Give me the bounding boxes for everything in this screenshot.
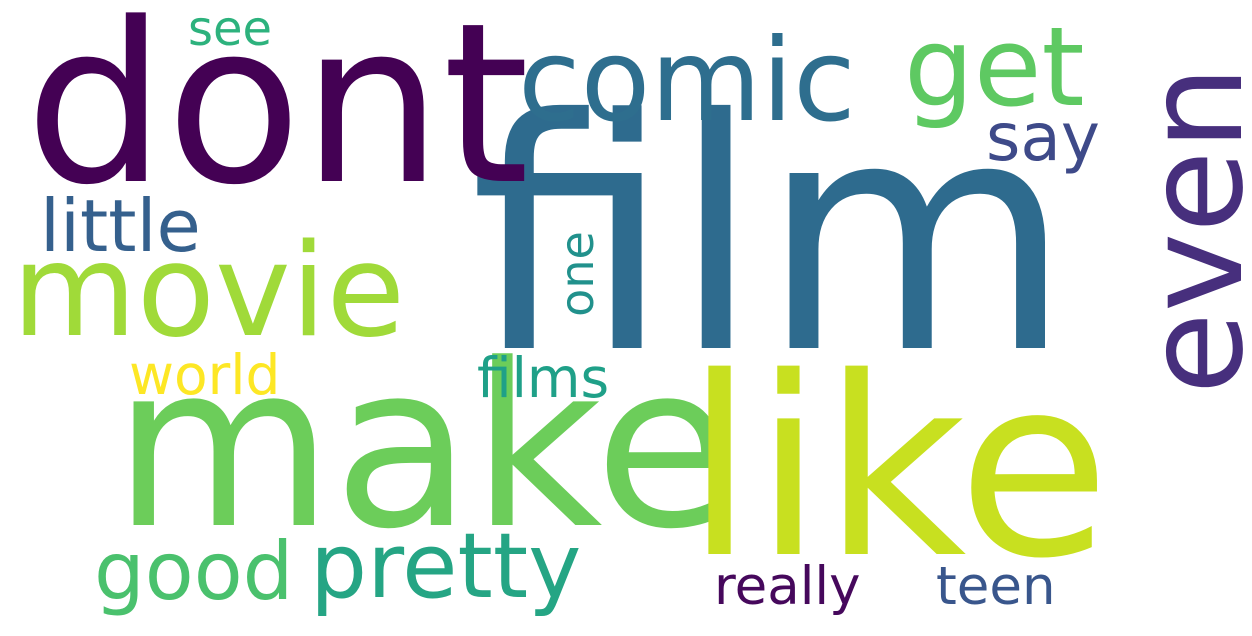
word-world: world — [129, 343, 281, 407]
word-make: make — [113, 316, 734, 579]
word-say: say — [986, 99, 1100, 176]
word-see: see — [188, 1, 273, 57]
word-get: get — [904, 3, 1085, 131]
word-like: like — [685, 325, 1111, 613]
word-comic: comic — [518, 14, 856, 147]
word-pretty: pretty — [310, 514, 582, 619]
word-little: little — [40, 184, 201, 268]
word-movie: movie — [12, 217, 406, 366]
word-good: good — [94, 525, 294, 618]
word-one: one — [550, 231, 604, 317]
word-films: films — [477, 346, 610, 410]
word-teen: teen — [936, 556, 1056, 617]
word-even: even — [1117, 65, 1252, 395]
word-dont: dont — [25, 0, 530, 234]
word-really: really — [714, 556, 861, 617]
word-film: film — [470, 52, 1073, 424]
